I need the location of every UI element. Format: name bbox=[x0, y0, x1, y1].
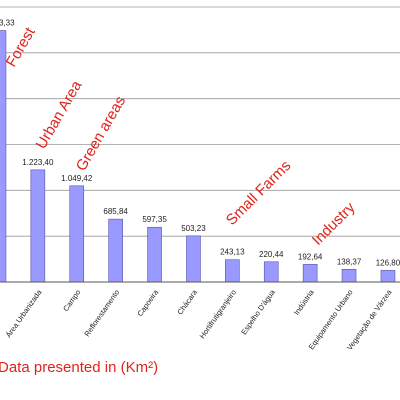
value-label: 138,37 bbox=[337, 257, 362, 266]
bar bbox=[108, 218, 123, 283]
value-label: 220,44 bbox=[259, 250, 284, 259]
bar bbox=[0, 30, 7, 283]
value-label: 1.049,42 bbox=[61, 174, 93, 183]
value-label: 503,23 bbox=[181, 224, 206, 233]
value-label: 597,35 bbox=[142, 215, 167, 224]
value-label: 1.223,40 bbox=[22, 158, 54, 167]
bar bbox=[30, 169, 46, 283]
bar bbox=[263, 261, 279, 283]
value-label: 243,13 bbox=[220, 248, 245, 257]
value-label: 192,64 bbox=[298, 252, 323, 261]
bar bbox=[186, 235, 201, 283]
bar bbox=[225, 259, 240, 283]
value-label: 2.743,33 bbox=[0, 19, 15, 28]
value-label: 126,80 bbox=[376, 258, 400, 267]
bar bbox=[341, 269, 357, 283]
annotation: Data presented in (Km²) bbox=[0, 359, 158, 376]
bar bbox=[380, 270, 396, 283]
bar bbox=[69, 185, 85, 283]
bar bbox=[302, 264, 318, 283]
bar bbox=[147, 226, 162, 283]
value-label: 685,84 bbox=[103, 207, 128, 216]
